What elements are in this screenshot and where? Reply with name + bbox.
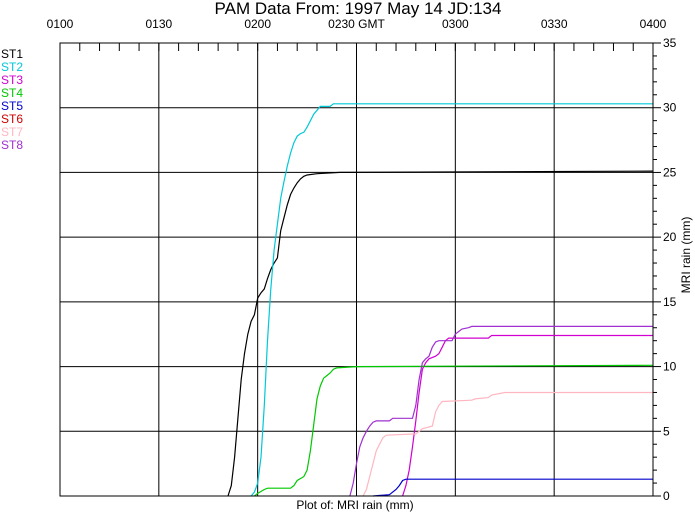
chart-title: PAM Data From: 1997 May 14 JD:134 bbox=[215, 0, 502, 18]
legend-entry-st8: ST8 bbox=[1, 138, 23, 152]
legend-entry-st2: ST2 bbox=[1, 60, 23, 74]
series-line-st4 bbox=[254, 364, 654, 497]
y-tick-label: 5 bbox=[663, 424, 670, 438]
series-line-st7 bbox=[362, 391, 653, 497]
y-tick-label: 20 bbox=[663, 230, 677, 244]
series-line-st3 bbox=[402, 334, 653, 497]
y-tick-label: 35 bbox=[663, 36, 677, 50]
series-lines bbox=[227, 103, 654, 497]
x-tick-label: 0330 bbox=[541, 17, 568, 31]
legend-entry-st7: ST7 bbox=[1, 125, 23, 139]
y-axis-title: MRI rain (mm) bbox=[679, 217, 693, 294]
x-tick-label: 0300 bbox=[442, 17, 469, 31]
y-axis-tick-labels: 0 5 10 15 20 25 30 35 bbox=[663, 36, 677, 503]
y-tick-label: 30 bbox=[663, 101, 677, 115]
x-tick-label: 0100 bbox=[47, 17, 74, 31]
x-tick-label: 0230 GMT bbox=[328, 17, 385, 31]
legend-entry-st6: ST6 bbox=[1, 112, 23, 126]
series-line-st1 bbox=[227, 170, 654, 497]
x-tick-label: 0130 bbox=[145, 17, 172, 31]
x-axis-tick-labels: 0100 0130 0200 0230 GMT 0300 0330 0400 bbox=[47, 17, 667, 31]
series-line-st5 bbox=[372, 478, 653, 497]
legend-entry-st4: ST4 bbox=[1, 86, 23, 100]
y-tick-label: 10 bbox=[663, 360, 677, 374]
series-line-st2 bbox=[250, 103, 653, 497]
x-tick-label: 0200 bbox=[244, 17, 271, 31]
legend-entry-st1: ST1 bbox=[1, 47, 23, 61]
x-axis-title: Plot of: MRI rain (mm) bbox=[296, 498, 413, 512]
x-tick-label: 0400 bbox=[640, 17, 667, 31]
y-tick-label: 25 bbox=[663, 165, 677, 179]
axis-ticks bbox=[59, 42, 661, 497]
grid bbox=[60, 43, 653, 496]
legend-entry-st3: ST3 bbox=[1, 73, 23, 87]
y-tick-label: 0 bbox=[663, 489, 670, 503]
series-line-st8 bbox=[349, 325, 653, 497]
y-tick-label: 15 bbox=[663, 295, 677, 309]
legend-entry-st5: ST5 bbox=[1, 99, 23, 113]
